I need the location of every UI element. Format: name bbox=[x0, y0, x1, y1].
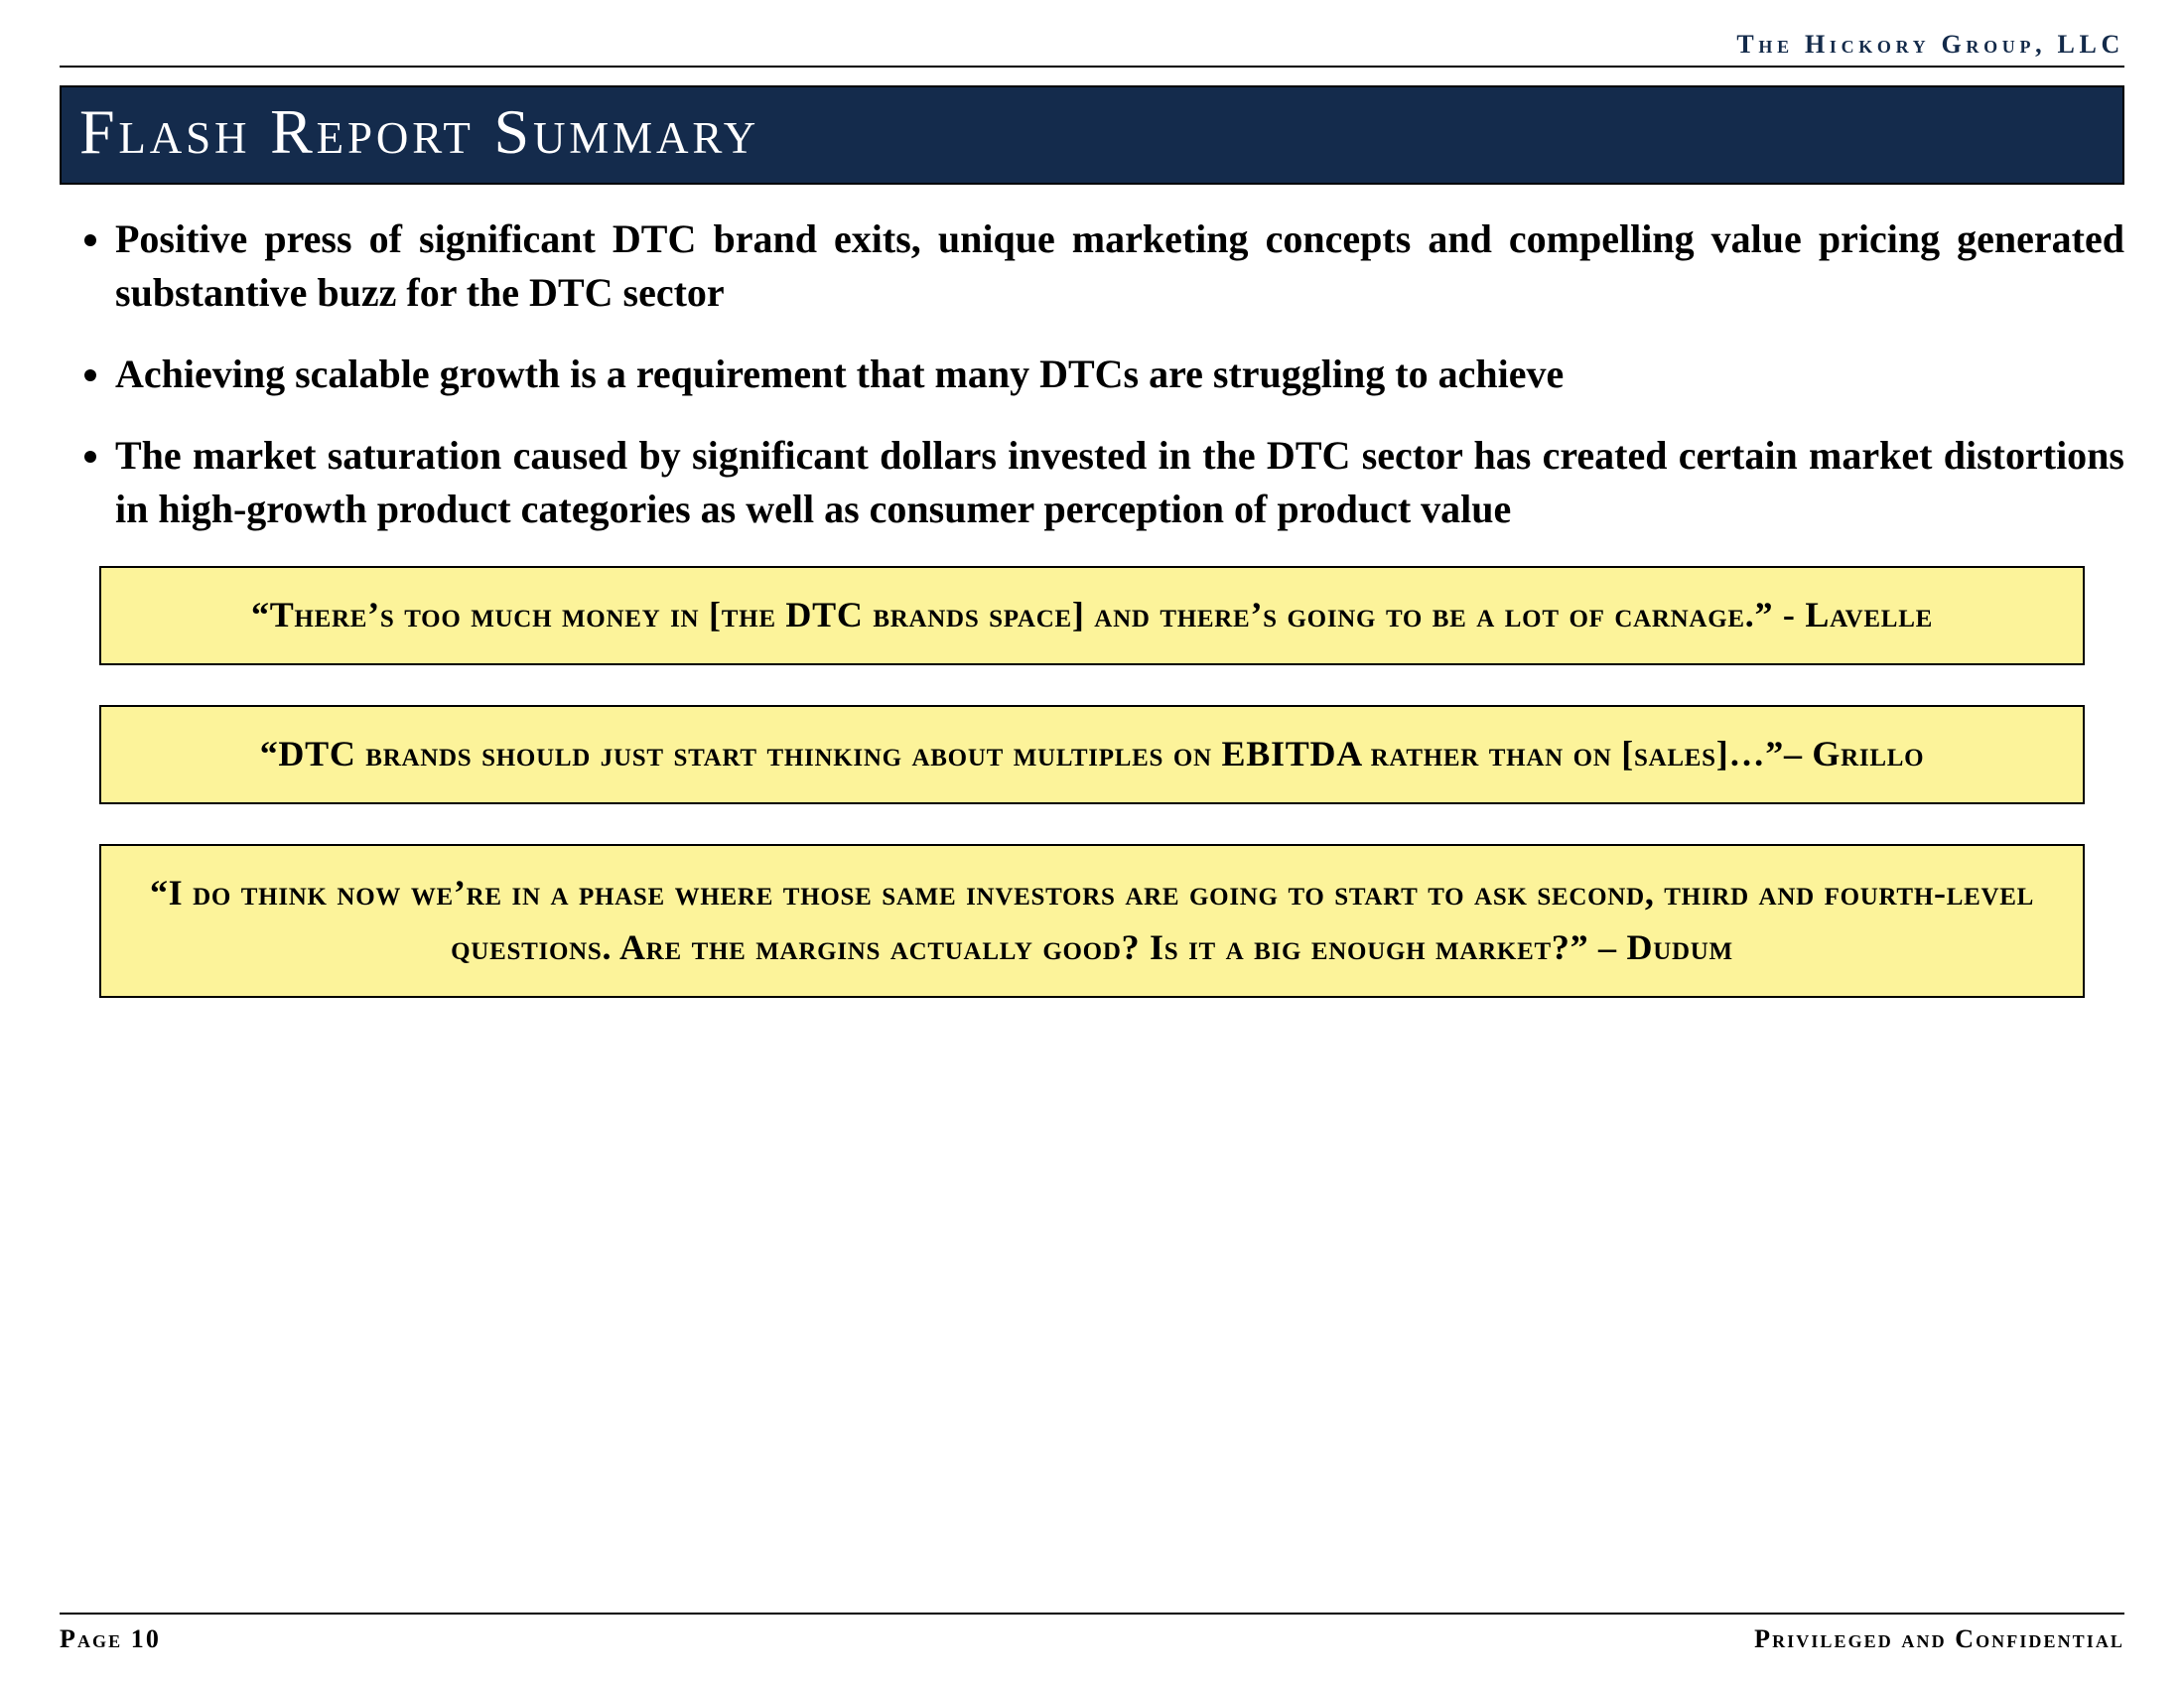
confidential-label: Privileged and Confidential bbox=[1754, 1624, 2124, 1654]
bottom-rule bbox=[60, 1613, 2124, 1615]
bullet-1: Positive press of significant DTC brand … bbox=[115, 212, 2124, 320]
summary-bullets: Positive press of significant DTC brand … bbox=[60, 212, 2124, 536]
quote-1: “There’s too much money in [the DTC bran… bbox=[99, 566, 2085, 665]
page-title: Flash Report Summary bbox=[60, 85, 2124, 185]
top-rule bbox=[60, 66, 2124, 68]
bullet-3: The market saturation caused by signific… bbox=[115, 429, 2124, 536]
page: The Hickory Group, LLC Flash Report Summ… bbox=[0, 0, 2184, 1688]
quote-2: “DTC brands should just start thinking a… bbox=[99, 705, 2085, 804]
bullet-2: Achieving scalable growth is a requireme… bbox=[115, 348, 2124, 401]
page-number: Page 10 bbox=[60, 1624, 161, 1654]
quote-3: “I do think now we’re in a phase where t… bbox=[99, 844, 2085, 999]
footer: Page 10 Privileged and Confidential bbox=[60, 1613, 2124, 1654]
org-name: The Hickory Group, LLC bbox=[60, 30, 2124, 66]
